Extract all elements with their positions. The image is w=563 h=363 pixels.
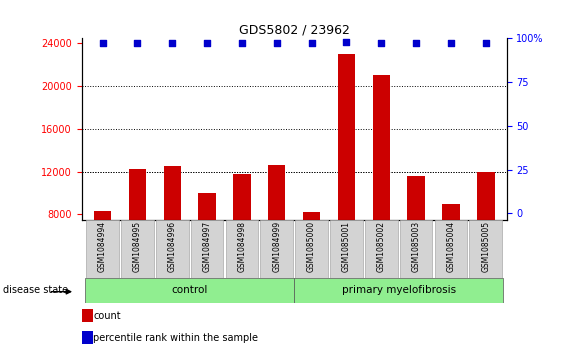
- Text: GSM1085002: GSM1085002: [377, 221, 386, 272]
- Text: GSM1084996: GSM1084996: [168, 221, 177, 273]
- Text: count: count: [93, 311, 121, 321]
- Bar: [294, 278, 503, 303]
- Bar: [330, 220, 363, 278]
- Title: GDS5802 / 23962: GDS5802 / 23962: [239, 24, 350, 37]
- Bar: [338, 54, 355, 300]
- Point: [133, 40, 142, 46]
- Bar: [94, 211, 111, 300]
- Point: [377, 40, 386, 46]
- Text: GSM1085003: GSM1085003: [412, 221, 421, 273]
- Bar: [121, 220, 154, 278]
- Bar: [470, 220, 502, 278]
- Text: GSM1085005: GSM1085005: [481, 221, 490, 273]
- Point: [98, 40, 107, 46]
- Bar: [435, 220, 467, 278]
- Point: [342, 39, 351, 45]
- Point: [168, 40, 177, 46]
- Bar: [233, 174, 251, 300]
- Text: GSM1084997: GSM1084997: [203, 221, 212, 273]
- Bar: [226, 220, 258, 278]
- Point: [272, 40, 282, 46]
- Bar: [156, 220, 189, 278]
- Bar: [400, 220, 432, 278]
- Text: GSM1084995: GSM1084995: [133, 221, 142, 273]
- Bar: [191, 220, 224, 278]
- Bar: [365, 220, 397, 278]
- Bar: [198, 193, 216, 300]
- Bar: [163, 166, 181, 300]
- Text: GSM1084998: GSM1084998: [238, 221, 247, 272]
- Bar: [85, 278, 294, 303]
- Bar: [477, 172, 494, 300]
- Text: GSM1084994: GSM1084994: [98, 221, 107, 273]
- Text: control: control: [172, 285, 208, 295]
- Text: percentile rank within the sample: percentile rank within the sample: [93, 333, 258, 343]
- Bar: [82, 309, 93, 322]
- Bar: [260, 220, 293, 278]
- Point: [446, 40, 455, 46]
- Text: GSM1085004: GSM1085004: [446, 221, 455, 273]
- Bar: [303, 212, 320, 300]
- Bar: [373, 76, 390, 300]
- Bar: [295, 220, 328, 278]
- Text: primary myelofibrosis: primary myelofibrosis: [342, 285, 456, 295]
- Text: GSM1084999: GSM1084999: [272, 221, 282, 273]
- Bar: [129, 170, 146, 300]
- Bar: [408, 176, 425, 300]
- Point: [307, 40, 316, 46]
- Bar: [86, 220, 119, 278]
- Bar: [82, 331, 93, 344]
- Point: [412, 40, 421, 46]
- Bar: [443, 204, 459, 300]
- Point: [481, 40, 490, 46]
- Text: GSM1085001: GSM1085001: [342, 221, 351, 272]
- Text: disease state: disease state: [3, 285, 68, 295]
- Point: [203, 40, 212, 46]
- Text: GSM1085000: GSM1085000: [307, 221, 316, 273]
- Bar: [268, 165, 285, 300]
- Point: [238, 40, 247, 46]
